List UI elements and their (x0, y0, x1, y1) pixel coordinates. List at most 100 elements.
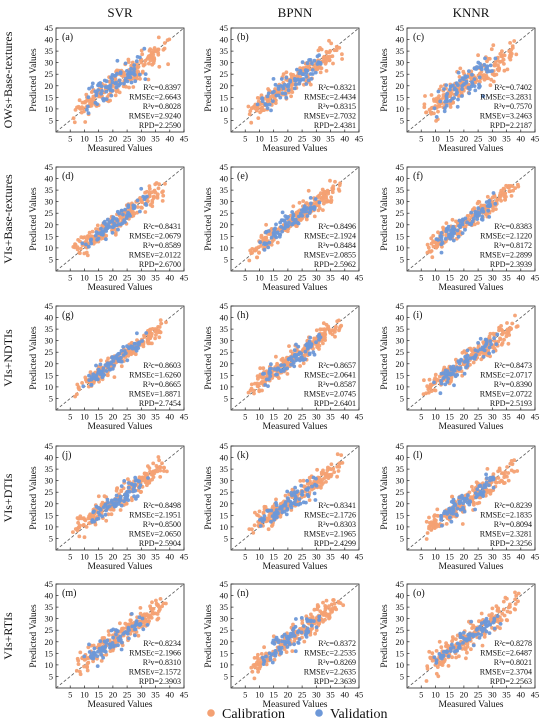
panel-label: (b) (237, 32, 249, 43)
x-tick-label: 15 (94, 690, 103, 700)
y-tick-label: 10 (45, 104, 54, 114)
panel-label: (n) (237, 588, 249, 599)
data-point (324, 322, 329, 327)
y-tick-label: 10 (220, 243, 229, 253)
data-point (133, 633, 137, 638)
series-validation (80, 186, 149, 249)
data-point (443, 99, 448, 104)
data-point (85, 664, 89, 669)
x-tick-label: 30 (137, 690, 146, 700)
data-point (101, 374, 105, 379)
data-point (502, 62, 506, 66)
x-tick-label: 35 (502, 412, 511, 422)
data-point (306, 188, 311, 193)
y-tick-label: 5 (224, 671, 228, 681)
data-point (482, 635, 487, 639)
scatter-panel: 5 10 15 20 25 30 35 40 4551015202530354045Measur… (29, 162, 188, 293)
data-point (503, 191, 508, 196)
data-point (495, 614, 500, 618)
data-point (304, 500, 308, 505)
data-point (317, 618, 321, 622)
data-point (109, 93, 114, 98)
y-tick-label: 20 (220, 220, 229, 230)
row-titles: OWs+Base-texturesVIs+Base-texturesVIs+ND… (1, 31, 15, 659)
data-point (505, 321, 509, 325)
data-point (266, 527, 271, 532)
y-tick-label: 45 (396, 579, 405, 589)
data-point (102, 649, 107, 653)
data-point (487, 622, 492, 627)
data-point (422, 378, 426, 383)
data-point (105, 506, 110, 510)
x-tick-label: 25 (474, 690, 483, 700)
data-point (99, 226, 103, 231)
data-point (78, 251, 82, 256)
data-point (264, 654, 268, 659)
data-point (470, 484, 474, 489)
stat-line: R²v=0.7570 (494, 102, 532, 111)
data-point (96, 505, 101, 510)
data-point (292, 642, 296, 647)
stat-line: RMSEc=2.1966 (129, 649, 181, 658)
data-point (502, 53, 507, 58)
data-point (317, 614, 322, 619)
data-point (437, 374, 442, 379)
x-tick-label: 15 (269, 134, 278, 144)
data-point (81, 384, 86, 389)
data-point (251, 531, 256, 535)
data-point (448, 87, 452, 92)
x-tick-label: 20 (109, 690, 118, 700)
x-tick-label: 20 (284, 690, 293, 700)
data-point (79, 246, 83, 251)
data-point (277, 376, 281, 380)
data-point (306, 78, 311, 83)
data-point (147, 619, 152, 623)
y-tick-label: 25 (396, 625, 405, 635)
data-point (77, 534, 82, 539)
y-tick-label: 30 (220, 197, 229, 207)
data-point (316, 48, 321, 53)
y-tick-label: 35 (396, 464, 405, 474)
data-point (261, 236, 266, 241)
y-tick-label: 10 (396, 522, 405, 532)
data-point (304, 487, 309, 492)
x-tick-label: 25 (474, 412, 483, 422)
data-point (113, 73, 118, 78)
data-point (492, 195, 497, 199)
x-axis-label: Measured Values (439, 283, 504, 293)
data-point (299, 616, 304, 620)
data-point (76, 520, 80, 525)
data-point (104, 237, 108, 242)
data-point (510, 184, 515, 189)
y-tick-label: 5 (49, 671, 53, 681)
data-point (434, 649, 439, 653)
stat-line: RMSEc=2.6487 (480, 649, 532, 658)
y-tick-label: 35 (220, 185, 229, 195)
data-point (324, 480, 328, 484)
data-point (286, 357, 291, 362)
data-point (482, 62, 487, 67)
data-point (505, 618, 510, 623)
data-point (295, 220, 300, 225)
data-point (114, 628, 118, 632)
x-tick-label: 20 (109, 273, 118, 283)
y-tick-label: 35 (45, 464, 54, 474)
data-point (297, 497, 302, 501)
data-point (286, 88, 291, 93)
data-point (492, 336, 496, 341)
data-point (252, 391, 256, 396)
series-validation (432, 332, 500, 396)
x-tick-label: 5 (243, 690, 247, 700)
data-point (73, 527, 78, 531)
data-point (289, 94, 293, 99)
data-point (122, 349, 127, 353)
data-point (253, 510, 257, 515)
data-point (119, 647, 124, 652)
data-point (286, 362, 290, 367)
data-point (476, 60, 481, 65)
data-point (331, 184, 336, 189)
data-point (315, 603, 320, 607)
x-tick-label: 10 (431, 552, 440, 562)
data-point (140, 206, 144, 210)
data-point (467, 69, 471, 73)
